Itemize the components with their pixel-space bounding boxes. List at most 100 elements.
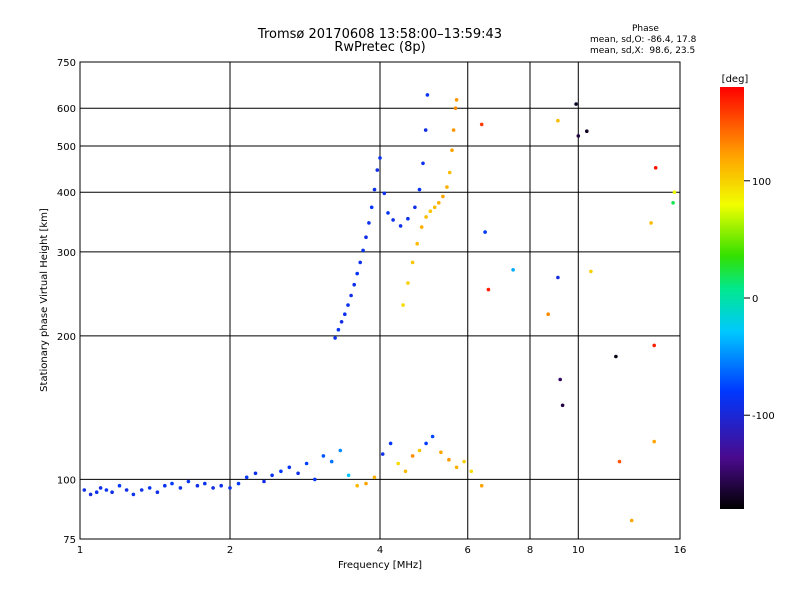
- data-point: [139, 488, 144, 492]
- data-point: [367, 221, 371, 225]
- data-point: [372, 475, 377, 480]
- data-point: [479, 122, 484, 127]
- data-point: [329, 459, 334, 464]
- data-point: [346, 473, 351, 478]
- data-point: [445, 185, 449, 189]
- data-point: [147, 486, 152, 490]
- data-point: [228, 486, 232, 490]
- colorbar: [720, 87, 744, 509]
- x-tick-label: 1: [77, 545, 83, 556]
- data-point: [424, 441, 428, 446]
- data-point: [364, 481, 368, 486]
- data-point: [369, 205, 374, 210]
- data-point: [110, 490, 114, 495]
- data-point: [652, 343, 656, 348]
- tick-labels: 1 2 4 6 8 10 16 75 100 200 300 400 500 600 750: [57, 58, 686, 556]
- data-point: [380, 452, 385, 456]
- data-point: [441, 194, 445, 199]
- colorbar-ticks: -100 0 100: [744, 177, 775, 422]
- phase-stats-o: mean, sd,O: -86.4, 17.8: [590, 35, 697, 45]
- data-point: [629, 518, 634, 523]
- data-point: [117, 483, 122, 488]
- chart-subtitle: RwPretec (8p): [334, 40, 426, 55]
- data-point: [104, 488, 109, 492]
- data-point: [486, 287, 491, 292]
- data-point: [430, 434, 435, 439]
- data-point: [462, 459, 466, 464]
- data-point: [558, 377, 562, 382]
- data-point: [358, 260, 363, 265]
- data-point: [454, 98, 459, 102]
- data-point: [447, 457, 451, 462]
- data-point: [349, 293, 353, 298]
- data-point: [511, 268, 515, 272]
- x-tick-label: 2: [227, 545, 233, 556]
- data-point: [375, 168, 380, 172]
- data-point: [333, 336, 337, 340]
- data-point: [262, 479, 266, 484]
- data-point: [403, 469, 408, 474]
- grid-lines: [80, 62, 680, 539]
- data-point: [406, 216, 410, 221]
- data-point: [98, 486, 103, 490]
- data-point: [479, 483, 484, 488]
- data-point: [94, 490, 99, 495]
- data-point: [415, 241, 420, 246]
- data-point: [131, 492, 136, 497]
- data-point: [410, 260, 415, 265]
- data-point: [372, 187, 377, 192]
- data-point: [653, 166, 658, 170]
- data-points: [82, 93, 677, 523]
- data-point: [386, 211, 390, 215]
- data-point: [417, 448, 422, 453]
- data-point: [556, 275, 560, 280]
- data-point: [391, 218, 395, 222]
- data-point: [336, 327, 341, 332]
- phase-stats-title: Phase: [632, 24, 659, 34]
- data-point: [270, 473, 274, 478]
- data-point: [355, 271, 360, 276]
- data-point: [124, 488, 129, 492]
- y-tick-label: 100: [57, 475, 76, 486]
- data-point: [410, 454, 415, 458]
- data-point: [339, 320, 344, 324]
- data-point: [304, 461, 309, 466]
- x-axis-label: Frequency [MHz]: [338, 560, 422, 571]
- y-tick-label: 750: [57, 58, 76, 69]
- data-point: [155, 490, 160, 495]
- x-tick-label: 4: [377, 545, 383, 556]
- data-point: [203, 481, 207, 486]
- data-point: [447, 170, 452, 175]
- data-point: [178, 486, 183, 490]
- data-point: [585, 129, 589, 133]
- colorbar-tick-label: 0: [752, 294, 758, 305]
- data-point: [428, 209, 433, 213]
- data-point: [321, 454, 326, 458]
- x-tick-label: 10: [572, 545, 585, 556]
- chart-title: Tromsø 20170608 13:58:00–13:59:43: [257, 27, 503, 42]
- y-tick-label: 600: [57, 104, 76, 115]
- data-point: [419, 225, 424, 229]
- data-point: [219, 483, 223, 488]
- colorbar-label: [deg]: [722, 74, 749, 85]
- colorbar-tick-label: -100: [752, 411, 775, 422]
- data-point: [211, 486, 215, 490]
- data-point: [398, 224, 403, 228]
- data-point: [469, 469, 474, 474]
- data-point: [450, 148, 454, 152]
- data-point: [343, 312, 347, 317]
- data-point: [287, 465, 292, 470]
- x-tick-label: 6: [465, 545, 471, 556]
- data-point: [453, 106, 458, 110]
- y-tick-label: 500: [57, 142, 76, 153]
- data-point: [163, 483, 167, 488]
- data-point: [236, 481, 241, 486]
- data-point: [88, 492, 93, 497]
- phase-stats-x: mean, sd,X: 98.6, 23.5: [590, 46, 696, 56]
- data-point: [483, 230, 487, 234]
- data-point: [186, 479, 191, 484]
- data-point: [672, 190, 677, 194]
- data-point: [424, 215, 428, 219]
- data-point: [355, 483, 360, 488]
- x-tick-label: 8: [527, 545, 533, 556]
